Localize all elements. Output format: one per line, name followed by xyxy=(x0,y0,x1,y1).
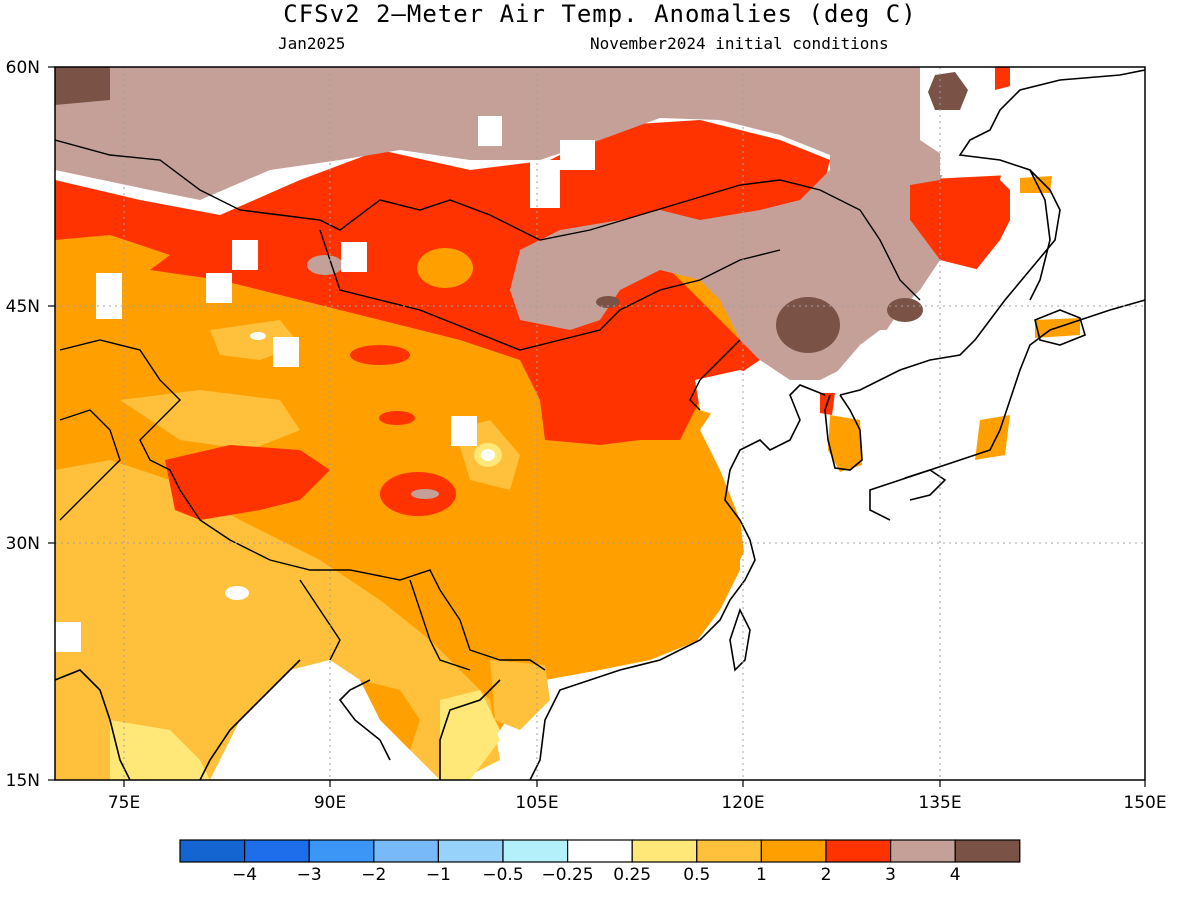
forecast-month: Jan2025 xyxy=(278,34,346,53)
colorbar-label: −3 xyxy=(297,865,322,885)
colorbar-label: 4 xyxy=(950,865,961,885)
lon-label: 90E xyxy=(314,793,346,813)
land-light-brown-region xyxy=(55,67,950,380)
lon-label: 75E xyxy=(108,793,140,813)
colorbar-label: 0.25 xyxy=(613,865,651,885)
masked-cell xyxy=(530,160,560,208)
axis-ticks xyxy=(48,66,1146,787)
colorbar-swatch xyxy=(825,839,892,863)
sakhalin-fill xyxy=(1020,176,1052,193)
masked-coast xyxy=(210,660,440,780)
graticule xyxy=(55,67,1145,780)
white-patch xyxy=(481,449,495,461)
colorbar-label: −4 xyxy=(232,865,257,885)
colorbar-swatch xyxy=(889,839,956,863)
red-patch xyxy=(910,175,1010,270)
masked-cell xyxy=(478,116,502,146)
brown-patch xyxy=(411,489,439,499)
map-frame xyxy=(54,66,1146,781)
colorbar-swatch xyxy=(244,839,310,863)
south-asia-fill xyxy=(360,680,420,750)
colorbar-label: −1 xyxy=(426,865,451,885)
orange-patch xyxy=(55,235,170,270)
south-asia-yellow xyxy=(440,690,500,780)
colorbar-label: −0.25 xyxy=(542,865,594,885)
colorbar-label: 3 xyxy=(885,865,896,885)
masked-cell xyxy=(96,273,122,319)
masked-cell xyxy=(451,416,477,446)
map-fields xyxy=(55,67,1145,780)
masked-cell xyxy=(55,622,81,652)
lon-label: 120E xyxy=(721,793,764,813)
colorbar: −4 −3 −2 −1 −0.5 −0.25 0.25 0.5 1 2 3 4 xyxy=(179,839,1021,885)
land-dark-brown-region xyxy=(55,67,110,105)
dark-brown-patch xyxy=(887,298,923,322)
masked-cell xyxy=(560,140,595,170)
red-patch xyxy=(165,445,330,520)
red-patch xyxy=(379,411,415,425)
white-patch xyxy=(225,586,249,600)
colorbar-swatch xyxy=(631,839,698,863)
masked-cell xyxy=(206,273,232,303)
lat-label: 45N xyxy=(6,297,40,317)
lon-label: 105E xyxy=(515,793,558,813)
colorbar-swatch xyxy=(373,839,439,863)
colorbar-swatch xyxy=(566,839,633,863)
lat-label: 15N xyxy=(6,771,40,791)
masked-cell xyxy=(273,337,299,367)
colorbar-swatch xyxy=(502,839,569,863)
colorbar-swatch xyxy=(760,839,827,863)
lat-label: 30N xyxy=(6,534,40,554)
colorbar-swatch xyxy=(437,839,504,863)
dark-brown-patch xyxy=(928,72,968,110)
colorbar-label: 0.5 xyxy=(683,865,710,885)
white-patch xyxy=(250,332,266,340)
orange-patch xyxy=(417,248,473,288)
masked-coast xyxy=(695,67,1145,780)
colorbar-swatch xyxy=(308,839,375,863)
masked-cell xyxy=(232,240,258,270)
colorbar-label: 2 xyxy=(821,865,832,885)
colorbar-swatch xyxy=(179,839,246,863)
colorbar-label: −2 xyxy=(361,865,386,885)
colorbar-label: −0.5 xyxy=(482,865,523,885)
country-borders xyxy=(55,139,921,671)
land-yellow-region xyxy=(110,720,210,780)
colorbar-swatch xyxy=(954,839,1021,863)
dark-brown-patch xyxy=(596,296,620,308)
dark-brown-patch xyxy=(776,297,840,353)
map-title: CFSv2 2–Meter Air Temp. Anomalies (deg C… xyxy=(283,0,917,28)
brown-patch xyxy=(307,255,343,275)
light-orange-patch xyxy=(120,390,300,450)
indochina-fill xyxy=(490,660,550,730)
lon-label: 150E xyxy=(1123,793,1166,813)
colorbar-label: 1 xyxy=(756,865,767,885)
coastlines xyxy=(55,69,1145,780)
masked-cell xyxy=(341,242,367,272)
lat-label: 60N xyxy=(6,58,40,78)
masked-cell xyxy=(940,130,1000,175)
korea-fill xyxy=(828,415,862,472)
red-patch xyxy=(350,345,410,365)
colorbar-swatch xyxy=(696,839,762,863)
initial-conditions-label: November2024 initial conditions xyxy=(590,34,889,53)
lon-label: 135E xyxy=(918,793,961,813)
